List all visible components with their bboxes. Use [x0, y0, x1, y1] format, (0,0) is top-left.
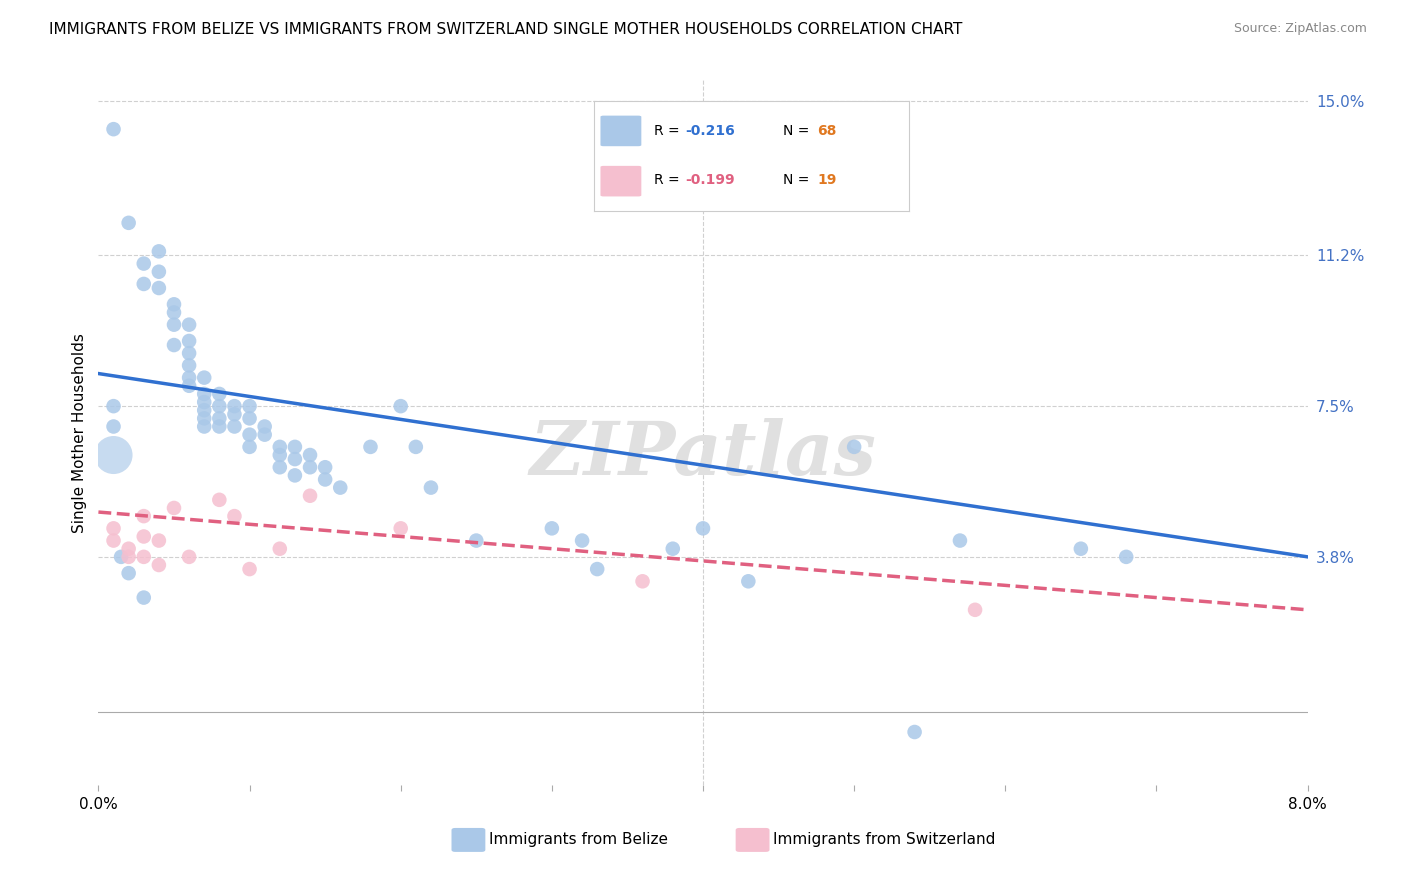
Point — [110, 549, 132, 564]
Point — [163, 297, 186, 311]
Point — [1115, 549, 1137, 564]
Text: ZIPatlas: ZIPatlas — [530, 417, 876, 490]
FancyBboxPatch shape — [451, 828, 485, 852]
Point — [269, 541, 291, 556]
Point — [224, 399, 246, 413]
Point — [118, 216, 141, 230]
Point — [284, 440, 307, 454]
Text: Source: ZipAtlas.com: Source: ZipAtlas.com — [1233, 22, 1367, 36]
Point — [208, 387, 231, 401]
Point — [224, 509, 246, 524]
Point — [132, 509, 155, 524]
Point — [103, 399, 125, 413]
Point — [1070, 541, 1092, 556]
Y-axis label: Single Mother Households: Single Mother Households — [72, 333, 87, 533]
Point — [148, 281, 170, 295]
Text: IMMIGRANTS FROM BELIZE VS IMMIGRANTS FROM SWITZERLAND SINGLE MOTHER HOUSEHOLDS C: IMMIGRANTS FROM BELIZE VS IMMIGRANTS FRO… — [49, 22, 963, 37]
Point — [163, 338, 186, 352]
Text: Immigrants from Switzerland: Immigrants from Switzerland — [773, 832, 995, 847]
Point — [163, 500, 186, 515]
Point — [103, 448, 125, 462]
Point — [163, 318, 186, 332]
Point — [420, 481, 443, 495]
Point — [692, 521, 714, 535]
Point — [132, 256, 155, 270]
Point — [314, 473, 336, 487]
Point — [631, 574, 654, 589]
Point — [148, 265, 170, 279]
Point — [148, 244, 170, 259]
Point — [571, 533, 593, 548]
Point — [465, 533, 488, 548]
Point — [132, 591, 155, 605]
Point — [239, 440, 262, 454]
Point — [132, 549, 155, 564]
Point — [239, 411, 262, 425]
Point — [103, 521, 125, 535]
Point — [132, 529, 155, 543]
Point — [389, 399, 412, 413]
Point — [118, 541, 141, 556]
Point — [844, 440, 866, 454]
Point — [179, 549, 201, 564]
Point — [208, 419, 231, 434]
Point — [239, 427, 262, 442]
Point — [208, 411, 231, 425]
Point — [269, 460, 291, 475]
Point — [193, 387, 215, 401]
Point — [299, 448, 322, 462]
Point — [148, 533, 170, 548]
Point — [208, 492, 231, 507]
Point — [661, 541, 683, 556]
Point — [193, 370, 215, 384]
Point — [179, 359, 201, 373]
Point — [193, 419, 215, 434]
Point — [253, 419, 276, 434]
Point — [118, 566, 141, 581]
Point — [193, 411, 215, 425]
Point — [193, 403, 215, 417]
Point — [965, 603, 987, 617]
Point — [239, 562, 262, 576]
Point — [103, 533, 125, 548]
FancyBboxPatch shape — [735, 828, 769, 852]
Point — [224, 419, 246, 434]
Point — [179, 346, 201, 360]
Point — [132, 277, 155, 291]
Point — [540, 521, 562, 535]
Point — [224, 407, 246, 421]
Point — [179, 378, 201, 392]
Point — [179, 334, 201, 348]
Point — [253, 427, 276, 442]
Point — [329, 481, 352, 495]
Point — [405, 440, 427, 454]
Point — [269, 448, 291, 462]
Point — [103, 122, 125, 136]
Point — [360, 440, 382, 454]
Point — [163, 305, 186, 319]
Point — [299, 460, 322, 475]
Point — [389, 521, 412, 535]
Point — [269, 440, 291, 454]
Text: Immigrants from Belize: Immigrants from Belize — [489, 832, 668, 847]
Point — [284, 468, 307, 483]
Point — [737, 574, 759, 589]
Point — [299, 489, 322, 503]
Point — [284, 452, 307, 467]
Point — [103, 419, 125, 434]
Point — [118, 549, 141, 564]
Point — [314, 460, 336, 475]
Point — [193, 395, 215, 409]
Point — [179, 318, 201, 332]
Point — [179, 370, 201, 384]
Point — [208, 399, 231, 413]
Point — [148, 558, 170, 572]
Point — [239, 399, 262, 413]
Point — [949, 533, 972, 548]
Point — [586, 562, 609, 576]
Point — [904, 725, 927, 739]
